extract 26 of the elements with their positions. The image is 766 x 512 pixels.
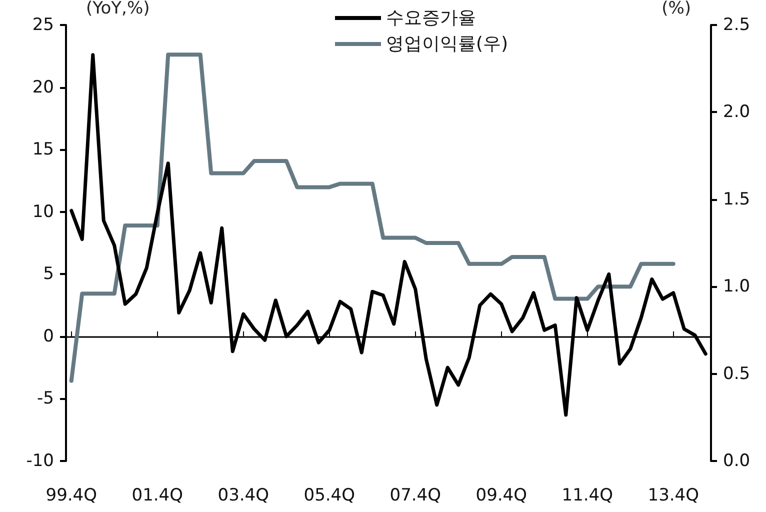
legend-label: 영업이익률(우) [386, 34, 508, 54]
legend-label: 수요증가율 [386, 8, 476, 28]
y-tick-label: 10 [32, 202, 54, 222]
y-tick-label: 0 [43, 326, 54, 346]
x-tick-label: 11.4Q [562, 486, 613, 506]
y-tick-label: 20 [32, 77, 54, 98]
y2-tick-label: 1.0 [723, 276, 750, 297]
x-tick-label: 99.4Q [46, 486, 97, 506]
y2-tick-label: 1.5 [723, 189, 750, 210]
y-tick-label: -5 [37, 388, 54, 409]
x-tick-label: 13.4Q [648, 486, 699, 506]
y2-tick-label: 0.5 [723, 364, 750, 384]
x-tick-label: 05.4Q [304, 486, 355, 506]
y-axis-title: (YoY,%) [86, 0, 150, 18]
x-tick-label: 01.4Q [132, 486, 183, 506]
x-tick-label: 07.4Q [390, 486, 441, 506]
y2-axis-title: (%) [662, 0, 691, 18]
y-tick-label: 25 [32, 15, 54, 35]
y2-tick-label: 2.5 [723, 15, 750, 35]
x-tick-label: 03.4Q [218, 486, 269, 506]
y-tick-label: 5 [43, 264, 54, 284]
x-tick-label: 09.4Q [476, 486, 527, 506]
y2-tick-label: 2.0 [723, 102, 750, 122]
y2-tick-label: 0.0 [723, 451, 750, 471]
y-tick-label: -10 [26, 451, 54, 471]
y-tick-label: 15 [32, 140, 54, 160]
